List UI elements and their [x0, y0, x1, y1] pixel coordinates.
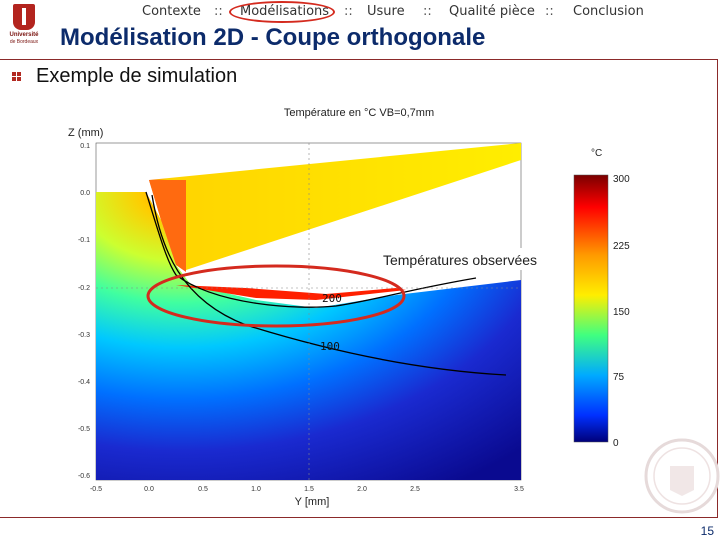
- bullet-text: Exemple de simulation: [36, 65, 238, 87]
- isotherm-100-line: [151, 194, 507, 376]
- x-tick-label: -0.5: [90, 486, 102, 493]
- nav-separator: ::: [344, 4, 353, 19]
- x-tick-label: 3.5: [514, 486, 524, 493]
- annotation-label-background: [353, 248, 567, 270]
- nav-separator: ::: [423, 4, 432, 19]
- colorbar-unit: °C: [591, 148, 602, 159]
- x-tick-label: 1.5: [304, 486, 314, 493]
- y-tick-label: 0.1: [80, 143, 90, 150]
- slide-title: Modélisation 2D - Coupe orthogonale: [60, 24, 486, 51]
- nav-item-usure[interactable]: Usure: [367, 4, 405, 19]
- slide-frame: [0, 59, 718, 518]
- y-tick-label: -0.3: [78, 332, 90, 339]
- chart-title: Température en °C VB=0,7mm: [284, 107, 434, 119]
- workpiece-temperature-field: [96, 192, 521, 480]
- nav-separator: ::: [545, 4, 554, 19]
- logo-line2: de Bordeaux: [9, 39, 39, 45]
- temperature-heatmap-chart: Température en °C VB=0,7mm Z (mm) Y [mm]…: [68, 107, 630, 508]
- y-tick-label: 0.0: [80, 190, 90, 197]
- y-tick-label: -0.6: [78, 473, 90, 480]
- nav-item-contexte[interactable]: Contexte: [142, 4, 201, 19]
- observed-temperatures-highlight-ellipse: [146, 264, 406, 328]
- isotherm-200-line: [145, 191, 477, 308]
- active-nav-highlight: [229, 1, 335, 23]
- university-crest-icon: [13, 4, 35, 30]
- logo-line1: Université: [9, 32, 39, 38]
- y-tick-label: -0.5: [78, 426, 90, 433]
- bullet-icon: [12, 72, 22, 82]
- university-seal-watermark: [644, 438, 720, 514]
- chip-temperature-field: [149, 143, 521, 270]
- y-tick-label: -0.1: [78, 237, 90, 244]
- nav-item-conclusion[interactable]: Conclusion: [573, 4, 644, 19]
- top-navigation: Contexte :: Modélisations :: Usure :: Qu…: [0, 4, 720, 22]
- x-tick-label: 1.0: [251, 486, 261, 493]
- page-number: 15: [700, 524, 714, 538]
- x-axis-label: Y [mm]: [295, 496, 330, 508]
- y-tick-label: -0.2: [78, 285, 90, 292]
- hot-band: [176, 285, 406, 300]
- colorbar-tick-label: 150: [613, 307, 630, 318]
- colorbar-tick-label: 225: [613, 241, 630, 252]
- tool-contact-hot-zone: [149, 180, 186, 272]
- colorbar-tick-label: 0: [613, 438, 619, 449]
- observed-temperatures-annotation: Températures observées: [383, 252, 537, 268]
- isotherm-200-label: 200: [322, 292, 342, 305]
- y-tick-label: -0.4: [78, 379, 90, 386]
- nav-separator: ::: [214, 4, 223, 19]
- nav-item-qualite-piece[interactable]: Qualité pièce: [449, 4, 535, 19]
- colorbar: [573, 174, 609, 443]
- x-tick-label: 2.5: [410, 486, 420, 493]
- x-tick-label: 0.5: [198, 486, 208, 493]
- colorbar-tick-label: 75: [613, 372, 625, 383]
- x-tick-label: 0.0: [144, 486, 154, 493]
- y-axis-label: Z (mm): [68, 127, 103, 139]
- x-tick-label: 2.0: [357, 486, 367, 493]
- colorbar-tick-label: 300: [613, 174, 630, 185]
- university-logo: Université de Bordeaux: [4, 4, 44, 52]
- isotherm-100-label: 100: [320, 340, 340, 353]
